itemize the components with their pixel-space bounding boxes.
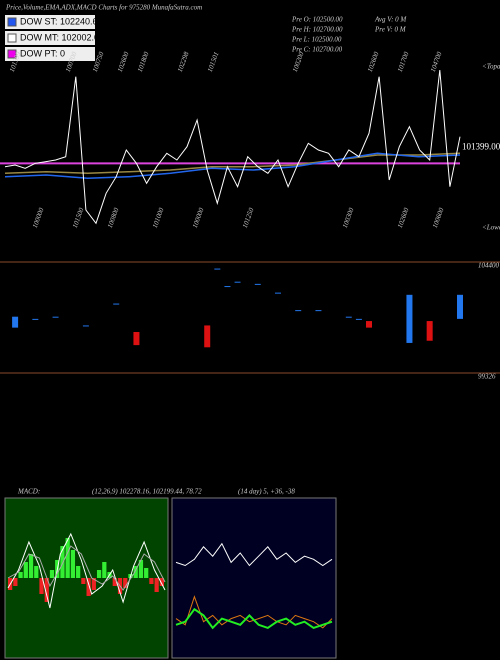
macd-bar (86, 578, 91, 596)
macd-bar (159, 578, 164, 586)
price-line (4, 152, 461, 180)
macd-bar (102, 562, 107, 578)
macd-line (7, 532, 166, 609)
macd-bar (138, 560, 144, 578)
macd-bar (49, 570, 55, 578)
candle (32, 318, 39, 320)
legend-swatch (7, 33, 17, 43)
candle (254, 283, 261, 285)
legend-box (5, 47, 95, 61)
macd-bar (18, 572, 23, 578)
info-text: Pre V: 0 M (374, 26, 407, 34)
candle (457, 294, 463, 319)
info-text: Avg V: 0 M (374, 16, 407, 24)
candle (345, 316, 352, 318)
macd-line (7, 545, 166, 591)
candle (113, 303, 120, 305)
macd-bar (60, 546, 65, 578)
macd-bar (13, 578, 18, 586)
price-line (4, 152, 461, 175)
macd-bar (149, 578, 154, 584)
macd-bar (39, 578, 44, 594)
macd-bar (65, 538, 70, 578)
macd-bar (44, 578, 49, 602)
candle (214, 268, 221, 270)
candle (82, 325, 89, 327)
legend-swatch (7, 49, 17, 59)
candle (275, 292, 281, 294)
macd-bar (28, 554, 34, 578)
candle (224, 286, 231, 288)
legend-box (5, 15, 95, 29)
legend-swatch (7, 17, 17, 27)
macd-bar (154, 578, 159, 592)
macd-bar (112, 578, 117, 586)
candle (204, 325, 211, 348)
macd-params: (12,26,9) 102278.16, 102199.44, 78.72 (92, 488, 202, 496)
candle (426, 321, 433, 341)
level-label: 101399.00 (462, 141, 500, 151)
candle (406, 294, 413, 343)
y-tick-label: 104400 (478, 262, 500, 270)
macd-bar (81, 578, 86, 584)
legend-text: DOW ST: 102240.66 (20, 16, 103, 26)
legend-box (5, 31, 95, 45)
info-text: Pre C: 102700.00 (291, 46, 343, 54)
macd-bar (23, 562, 28, 578)
candle (355, 318, 362, 320)
macd-bar (133, 566, 138, 578)
macd-bar (144, 568, 149, 578)
candle (12, 316, 19, 328)
macd-label: MACD: (17, 488, 40, 496)
adx-params: (14 day) 5, +36, -38 (238, 488, 295, 496)
macd-bar (34, 566, 39, 578)
legend-text: DOW MT: 102002.07 (20, 32, 104, 42)
top-label: <Topa (482, 63, 500, 71)
macd-bar (96, 570, 102, 578)
candle (295, 310, 302, 312)
info-text: Pre H: 102700.00 (291, 26, 343, 34)
macd-bar (76, 566, 81, 578)
macd-bar (123, 578, 128, 588)
legend-text: DOW PT: 0 (20, 48, 65, 58)
price-line (4, 69, 461, 225)
adx-panel (171, 497, 337, 659)
adx-line (175, 607, 333, 630)
chart-title: Price,Volume,EMA,ADX,MACD Charts for 975… (5, 4, 202, 12)
info-text: Pre L: 102500.00 (291, 36, 342, 44)
macd-bar (70, 550, 76, 578)
adx-line (175, 542, 333, 567)
macd-bar (91, 578, 96, 590)
candle (315, 310, 322, 312)
candle (234, 281, 241, 283)
info-text: Pre O: 102500.00 (291, 16, 343, 24)
candle (52, 316, 59, 318)
candle (366, 321, 372, 328)
candle (133, 332, 140, 346)
low-label: <Lowes (482, 224, 500, 232)
y-tick-label: 99326 (478, 373, 496, 381)
